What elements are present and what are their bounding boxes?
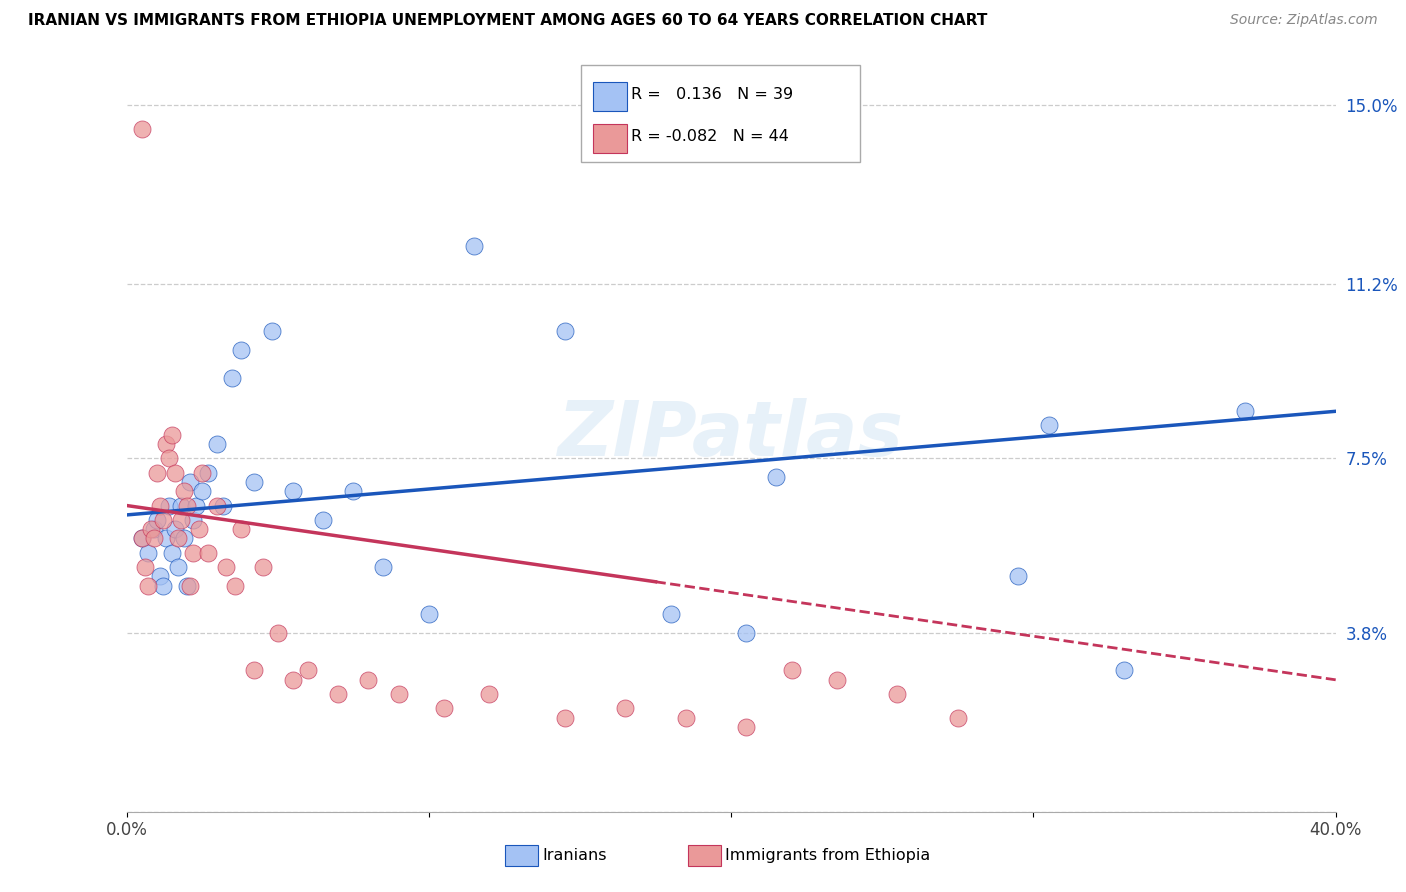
Point [433,701,456,715]
Text: R =   0.136   N = 39: R = 0.136 N = 39 [631,87,793,102]
Text: IRANIAN VS IMMIGRANTS FROM ETHIOPIA UNEMPLOYMENT AMONG AGES 60 TO 64 YEARS CORRE: IRANIAN VS IMMIGRANTS FROM ETHIOPIA UNEM… [28,13,987,29]
Point [149,569,172,583]
Point [242,475,264,489]
Point [554,324,576,338]
Point [281,673,304,687]
Text: R = -0.082   N = 44: R = -0.082 N = 44 [631,129,789,144]
Point [478,687,501,701]
Point [139,522,162,536]
Point [170,513,193,527]
Point [735,625,758,640]
Point [215,559,238,574]
Point [357,673,380,687]
Point [197,546,219,560]
Point [179,578,201,592]
Text: Immigrants from Ethiopia: Immigrants from Ethiopia [725,848,931,863]
Point [146,466,169,480]
Point [152,578,174,592]
Point [205,437,228,451]
Point [221,371,243,385]
Point [157,451,180,466]
Point [388,687,411,701]
Point [167,532,190,546]
Point [191,466,214,480]
Point [188,522,211,536]
Point [136,578,159,592]
Point [173,484,195,499]
Point [149,499,172,513]
Point [614,701,637,715]
Text: ZIPatlas: ZIPatlas [558,398,904,472]
Point [418,607,440,621]
Point [224,578,246,592]
Point [886,687,908,701]
Point [267,625,290,640]
Point [205,499,228,513]
Point [176,578,198,592]
Point [181,513,204,527]
Point [163,522,186,536]
Point [463,239,485,253]
Point [163,466,186,480]
Point [160,428,183,442]
Point [142,532,165,546]
Point [1007,569,1029,583]
Point [146,513,169,527]
Point [212,499,235,513]
Point [184,499,207,513]
Point [131,121,153,136]
Point [167,559,190,574]
Point [946,710,969,724]
Point [191,484,214,499]
Point [231,522,253,536]
Point [297,664,319,678]
Point [134,559,156,574]
Text: Iranians: Iranians [543,848,607,863]
Point [373,559,395,574]
Point [326,687,350,701]
Point [181,546,204,560]
Point [765,470,787,484]
Point [252,559,274,574]
Point [554,710,576,724]
Point [281,484,304,499]
Point [131,532,153,546]
Point [735,720,758,734]
Point [160,546,183,560]
Point [312,513,335,527]
Point [675,710,697,724]
Point [136,546,159,560]
Point [231,343,253,357]
Point [157,499,180,513]
Point [780,664,803,678]
Point [260,324,283,338]
Point [152,513,174,527]
Point [342,484,364,499]
Point [155,532,177,546]
Point [659,607,682,621]
Point [155,437,177,451]
Point [179,475,201,489]
Point [142,522,165,536]
Point [1114,664,1136,678]
Point [176,499,198,513]
Text: Source: ZipAtlas.com: Source: ZipAtlas.com [1230,13,1378,28]
Point [170,499,193,513]
Point [131,532,153,546]
Point [173,532,195,546]
Point [242,664,264,678]
Point [197,466,219,480]
Point [1038,418,1060,433]
Point [825,673,848,687]
Point [1234,404,1257,418]
